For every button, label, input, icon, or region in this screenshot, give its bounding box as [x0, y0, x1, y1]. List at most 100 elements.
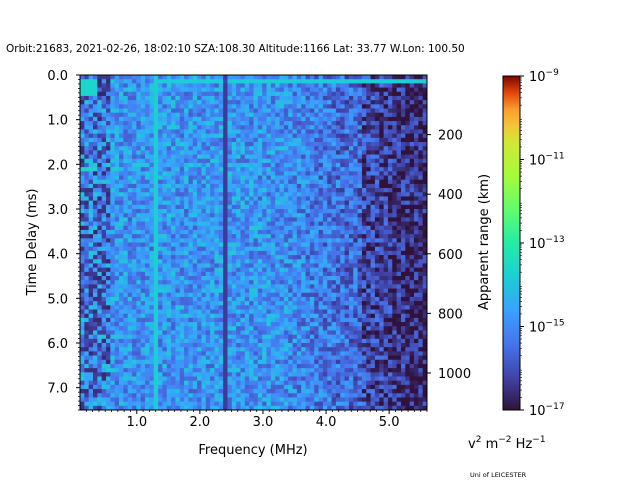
- heatmap-cell: [309, 255, 315, 260]
- heatmap-cell: [106, 192, 111, 197]
- heatmap-cell: [262, 83, 267, 88]
- heatmap-cell: [166, 330, 172, 336]
- heatmap-cell: [292, 200, 298, 206]
- heatmap-cell: [283, 162, 289, 168]
- heatmap-cell: [119, 200, 124, 206]
- heatmap-cell: [184, 271, 189, 277]
- heatmap-cell: [84, 330, 90, 336]
- heatmap-cell: [127, 179, 133, 185]
- heatmap-cell: [101, 397, 107, 403]
- heatmap-cell: [249, 250, 254, 256]
- heatmap-cell: [270, 167, 276, 172]
- heatmap-cell: [253, 225, 259, 231]
- heatmap-cell: [270, 330, 276, 336]
- heatmap-cell: [227, 305, 233, 310]
- heatmap-cell: [270, 343, 276, 348]
- heatmap-cell: [335, 196, 341, 202]
- heatmap-cell: [227, 384, 233, 390]
- heatmap-cell: [80, 389, 85, 394]
- heatmap-cell: [244, 171, 250, 176]
- heatmap-cell: [253, 192, 259, 197]
- heatmap-cell: [340, 242, 345, 248]
- heatmap-cell: [132, 175, 137, 181]
- heatmap-cell: [184, 204, 189, 210]
- heatmap-cell: [292, 209, 298, 214]
- heatmap-cell: [257, 242, 263, 248]
- heatmap-cell: [162, 100, 168, 105]
- heatmap-cell: [149, 347, 155, 352]
- heatmap-cell: [283, 225, 289, 231]
- heatmap-cell: [140, 309, 146, 315]
- heatmap-cell: [301, 79, 306, 84]
- heatmap-cell: [149, 296, 155, 302]
- heatmap-cell: [322, 150, 328, 155]
- heatmap-cell: [348, 129, 354, 135]
- heatmap-cell: [288, 75, 293, 80]
- heatmap-cell: [327, 246, 332, 252]
- heatmap-cell: [296, 196, 302, 202]
- heatmap-cell: [249, 389, 254, 394]
- heatmap-cell: [88, 79, 94, 84]
- heatmap-cell: [249, 313, 254, 319]
- heatmap-cell: [227, 380, 233, 386]
- heatmap-cell: [201, 351, 207, 356]
- heatmap-cell: [322, 87, 328, 93]
- heatmap-cell: [205, 100, 211, 105]
- heatmap-cell: [249, 372, 254, 377]
- heatmap-cell: [283, 359, 289, 365]
- heatmap-cell: [279, 288, 285, 294]
- heatmap-cell: [184, 317, 189, 323]
- heatmap-cell: [123, 372, 129, 377]
- heatmap-cell: [171, 255, 176, 260]
- heatmap-cell: [110, 104, 116, 109]
- heatmap-cell: [106, 150, 111, 155]
- heatmap-cell: [305, 142, 311, 147]
- heatmap-cell: [322, 133, 328, 139]
- heatmap-cell: [236, 330, 241, 336]
- heatmap-cell: [314, 217, 319, 222]
- heatmap-cell: [301, 146, 306, 151]
- heatmap-cell: [162, 271, 168, 277]
- heatmap-cell: [106, 158, 111, 164]
- heatmap-cell: [153, 313, 159, 319]
- heatmap-cell: [123, 296, 129, 302]
- heatmap-cell: [214, 204, 220, 210]
- heatmap-cell: [119, 242, 124, 248]
- heatmap-cell: [88, 363, 94, 369]
- heatmap-cell: [227, 229, 233, 235]
- heatmap-cell: [188, 343, 194, 348]
- heatmap-cell: [101, 75, 107, 80]
- heatmap-cell: [136, 397, 142, 403]
- heatmap-cell: [127, 100, 133, 105]
- heatmap-cell: [179, 288, 185, 294]
- heatmap-cell: [344, 196, 350, 202]
- heatmap-cell: [110, 238, 116, 243]
- heatmap-cell: [93, 83, 98, 88]
- heatmap-cell: [110, 75, 116, 80]
- heatmap-cell: [192, 317, 198, 323]
- heatmap-cell: [188, 142, 194, 147]
- heatmap-cell: [227, 284, 233, 289]
- heatmap-cell: [262, 91, 267, 97]
- heatmap-cell: [145, 183, 150, 189]
- heatmap-cell: [136, 246, 142, 252]
- heatmap-cell: [266, 167, 272, 172]
- heatmap-cell: [314, 322, 319, 327]
- heatmap-cell: [218, 330, 224, 336]
- heatmap-cell: [253, 330, 259, 336]
- heatmap-cell: [184, 234, 189, 239]
- heatmap-cell: [249, 271, 254, 277]
- heatmap-cell: [275, 150, 280, 155]
- heatmap-cell: [249, 192, 254, 197]
- heatmap-cell: [84, 179, 90, 185]
- heatmap-cell: [88, 242, 94, 248]
- heatmap-cell: [127, 393, 133, 398]
- heatmap-cell: [327, 229, 332, 235]
- heatmap-cell: [218, 142, 224, 147]
- heatmap-cell: [119, 196, 124, 202]
- heatmap-cell: [275, 351, 280, 356]
- heatmap-cell: [283, 389, 289, 394]
- heatmap-cell: [301, 91, 306, 97]
- heatmap-cell: [266, 313, 272, 319]
- heatmap-cell: [80, 326, 85, 331]
